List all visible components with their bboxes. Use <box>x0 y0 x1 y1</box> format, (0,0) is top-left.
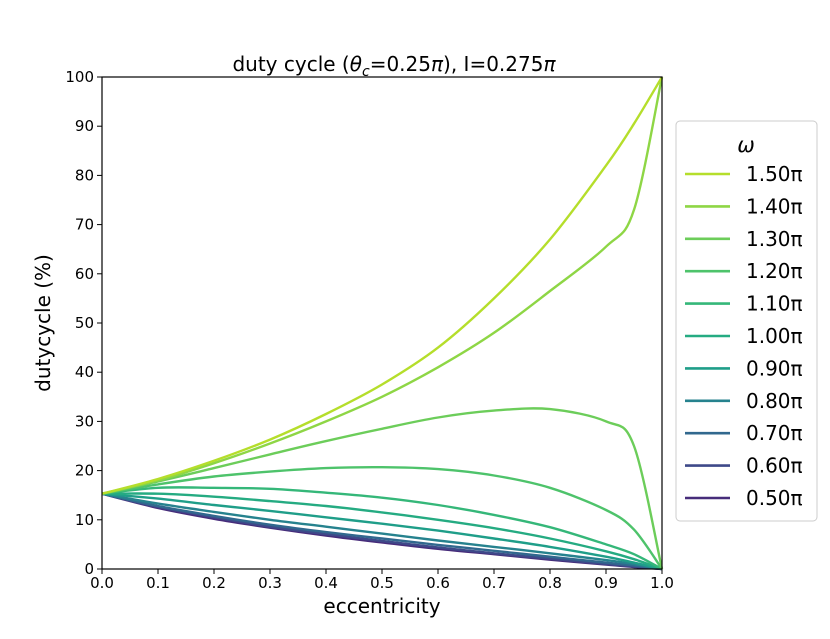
x-tick-label: 0.2 <box>202 574 226 592</box>
y-tick-label: 40 <box>75 363 94 381</box>
series-line <box>101 492 663 571</box>
y-tick-label: 90 <box>75 117 94 135</box>
x-tick-label: 0.0 <box>90 574 114 592</box>
legend-label: 1.00π <box>746 324 803 348</box>
series-line <box>101 76 664 495</box>
legend-frame <box>675 120 818 522</box>
x-tick-label: 0.6 <box>426 574 450 592</box>
y-tick-label: 20 <box>75 462 94 480</box>
legend-label: 1.20π <box>746 259 803 283</box>
series-line <box>101 486 663 571</box>
legend-label: 0.80π <box>746 389 803 413</box>
series-line <box>101 492 663 571</box>
x-tick-label: 0.5 <box>370 574 394 592</box>
x-tick-label: 0.3 <box>258 574 282 592</box>
x-tick-label: 0.1 <box>146 574 170 592</box>
chart-title: duty cycle (θc=0.25π), I=0.275π <box>232 52 556 80</box>
legend-label: 0.60π <box>746 454 803 478</box>
y-tick-label: 80 <box>75 166 94 184</box>
y-tick-label: 100 <box>65 68 94 86</box>
legend-title: ω <box>737 133 755 157</box>
x-tick-label: 0.4 <box>314 574 338 592</box>
y-axis-label: dutycycle (%) <box>31 254 55 392</box>
legend-label: 1.30π <box>746 227 803 251</box>
legend: ω 1.50π 1.40π 1.30π 1.20π 1.10π 1.00π 0.90π 0.8… <box>675 120 818 522</box>
legend-label: 0.70π <box>746 421 803 445</box>
legend-label: 1.40π <box>746 194 803 218</box>
legend-label: 0.50π <box>746 486 803 510</box>
series-line <box>101 465 663 570</box>
x-axis-ticks: 0.0 0.1 0.2 0.3 0.4 0.5 0.6 0.7 0.8 0.9 1.0 <box>90 569 674 592</box>
y-tick-label: 70 <box>75 216 94 234</box>
series-line <box>101 492 663 571</box>
series-line <box>101 492 663 571</box>
x-tick-label: 1.0 <box>650 574 674 592</box>
y-tick-label: 0 <box>84 560 94 578</box>
plot-lines <box>101 76 664 571</box>
x-tick-label: 0.8 <box>538 574 562 592</box>
x-tick-label: 0.7 <box>482 574 506 592</box>
y-axis-ticks: 0 10 20 30 40 50 60 70 80 90 100 <box>65 68 102 578</box>
legend-items: 1.50π 1.40π 1.30π 1.20π 1.10π 1.00π 0.90π 0.80π… <box>685 162 803 510</box>
x-axis-label: eccentricity <box>323 594 440 618</box>
x-tick-label: 0.9 <box>594 574 618 592</box>
y-tick-label: 60 <box>75 265 94 283</box>
legend-label: 0.90π <box>746 356 803 380</box>
y-tick-label: 30 <box>75 412 94 430</box>
series-line <box>101 492 663 571</box>
series-line <box>101 407 664 570</box>
y-tick-label: 50 <box>75 314 94 332</box>
y-tick-label: 10 <box>75 511 94 529</box>
legend-label: 1.50π <box>746 162 803 186</box>
series-line <box>101 76 664 495</box>
legend-label: 1.10π <box>746 292 803 316</box>
